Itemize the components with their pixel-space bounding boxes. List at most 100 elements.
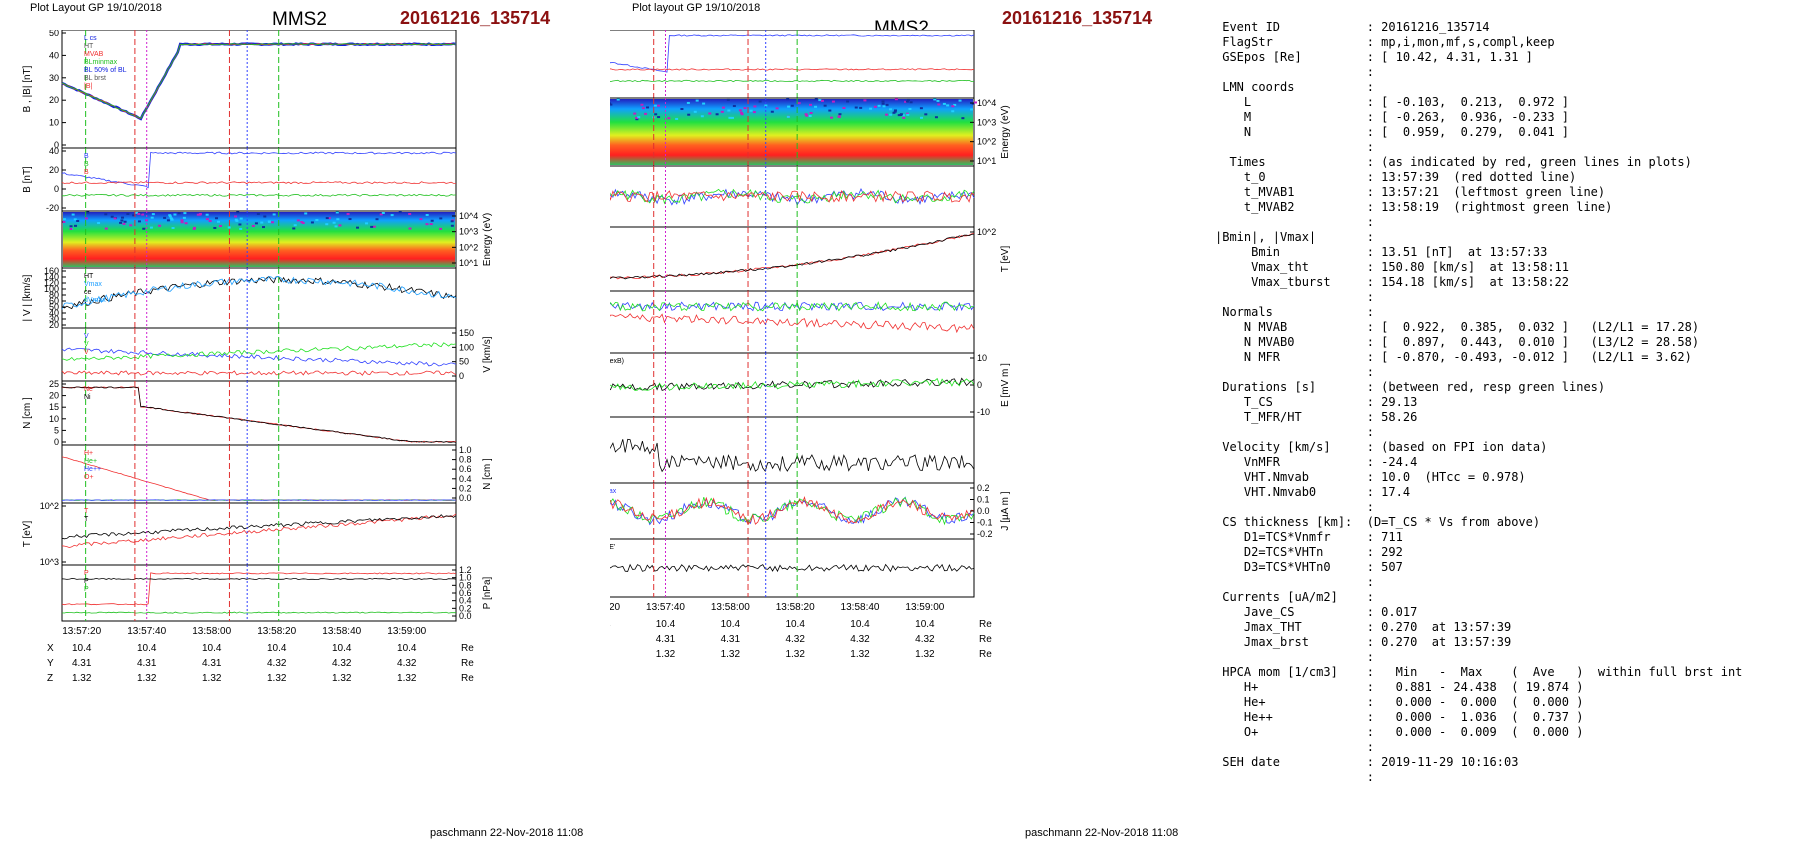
spectro-speck: [182, 216, 186, 219]
spectro-speck: [134, 211, 138, 214]
trace-line: [61, 347, 457, 367]
right-event-title: 20161216_135714: [1002, 8, 1153, 28]
spectro-speck: [213, 226, 217, 229]
spectro-speck: [837, 115, 841, 118]
legend-entry: P: [84, 586, 89, 593]
spectro-speck: [859, 106, 863, 109]
y-tick-label: 10: [49, 118, 59, 128]
spectro-speck: [901, 114, 905, 117]
legend-entry: B: [84, 153, 89, 160]
spectro-speck: [814, 98, 818, 101]
info-line: Velocity [km/s] : (based on FPI ion data…: [1215, 440, 1548, 454]
spectro-speck: [906, 98, 910, 101]
spectro-speck: [894, 98, 898, 101]
coord-value: 4.31: [202, 658, 222, 669]
spectro-speck: [786, 98, 790, 101]
legend-entry: P: [84, 578, 89, 585]
spectro-speck: [951, 110, 955, 113]
right-tick-label: 0: [977, 380, 982, 390]
coord-row-label: X: [47, 643, 54, 654]
spectro-speck: [637, 116, 641, 119]
spectro-speck: [150, 216, 154, 219]
spectro-speck: [823, 104, 827, 107]
spectro-speck: [73, 218, 77, 221]
spectro-speck: [180, 219, 184, 222]
y-tick-label: 80: [49, 290, 59, 300]
spectro-speck: [720, 110, 724, 113]
spectro-speck: [163, 216, 167, 219]
y-tick-label: 10^2: [40, 501, 59, 511]
spectro-speck: [881, 102, 885, 105]
spectro-speck: [239, 227, 243, 230]
coord-value: 1.32: [267, 673, 287, 684]
info-line: :: [1215, 740, 1374, 754]
spectro-speck: [381, 211, 385, 214]
info-line: O+ : 0.000 - 0.009 ( 0.000 ): [1215, 725, 1584, 739]
spectro-speck: [831, 100, 835, 103]
info-line: L : [ -0.103, 0.213, 0.972 ]: [1215, 95, 1570, 109]
coord-unit: Re: [979, 649, 992, 660]
spectro-speck: [260, 221, 264, 224]
info-line: |Bmin|, |Vmax| :: [1215, 230, 1374, 244]
spectro-speck: [973, 101, 977, 104]
legend-entry: Ne: [84, 386, 93, 393]
spectro-speck: [429, 223, 433, 226]
x-tick-label: 13:57:20: [62, 626, 101, 637]
right-footer: paschmann 22-Nov-2018 11:08: [1025, 827, 1179, 839]
spectro-speck: [888, 108, 892, 111]
spectro-speck: [635, 116, 639, 119]
panel-frame: [61, 327, 457, 382]
coord-value: 10.4: [397, 643, 417, 654]
spectro-speck: [408, 213, 412, 216]
spectro-speck: [885, 103, 889, 106]
legend-entry: V: [84, 341, 89, 348]
spectro-speck: [937, 103, 941, 106]
coord-value: 4.31: [610, 634, 611, 645]
spectro-speck: [953, 103, 957, 106]
legend-entry: BL 50% of BL: [84, 67, 127, 74]
spectro-speck: [686, 101, 690, 104]
spectro-speck: [842, 107, 846, 110]
spectro-speck: [192, 227, 196, 230]
spectro-speck: [84, 217, 88, 220]
spectro-speck: [390, 214, 394, 217]
spectro-speck: [797, 102, 801, 105]
y-tick-label: 5: [54, 425, 59, 435]
trace-line: [61, 577, 457, 581]
trace-line: [610, 34, 975, 73]
spectro-speck: [296, 219, 300, 222]
x-tick-label: 13:58:20: [776, 602, 815, 613]
spectro-speck: [104, 213, 108, 216]
panel-5: 100-10E [mV m ](VexB)E: [610, 352, 1011, 418]
panel-frame: [610, 30, 975, 99]
trace-line: [610, 377, 975, 391]
spectro-speck: [828, 109, 832, 112]
spectro-speck: [908, 107, 912, 110]
coord-value: 1.32: [721, 649, 741, 660]
y-tick-label: -20: [46, 203, 59, 213]
info-line: :: [1215, 215, 1374, 229]
spectro-speck: [74, 224, 78, 227]
right-tick-label: 0.1: [977, 495, 990, 505]
info-line: t_0 : 13:57:39 (red dotted line): [1215, 170, 1577, 184]
spectro-speck: [728, 116, 732, 119]
spectro-speck: [122, 222, 126, 225]
y-tick-label: 0: [54, 184, 59, 194]
y-tick-label: 30: [49, 314, 59, 324]
spectro-speck: [76, 219, 80, 222]
x-tick-label: 13:58:00: [711, 602, 750, 613]
spectro-speck: [700, 115, 704, 118]
right-axis-label: V [km/s]: [482, 336, 493, 372]
coord-unit: Re: [979, 619, 992, 630]
legend-entry: ce: [84, 289, 92, 296]
info-line: Durations [s] : (between red, resp green…: [1215, 380, 1606, 394]
panel-frame: [61, 564, 457, 622]
spectro-speck: [961, 117, 965, 120]
spectro-speck: [325, 223, 329, 226]
spectro-speck: [304, 212, 308, 215]
right-tick-label: 0: [459, 371, 464, 381]
spectro-speck: [169, 217, 173, 220]
spectro-speck: [196, 213, 200, 216]
y-axis-label: B [nT]: [22, 166, 33, 193]
spectro-speck: [818, 99, 822, 102]
